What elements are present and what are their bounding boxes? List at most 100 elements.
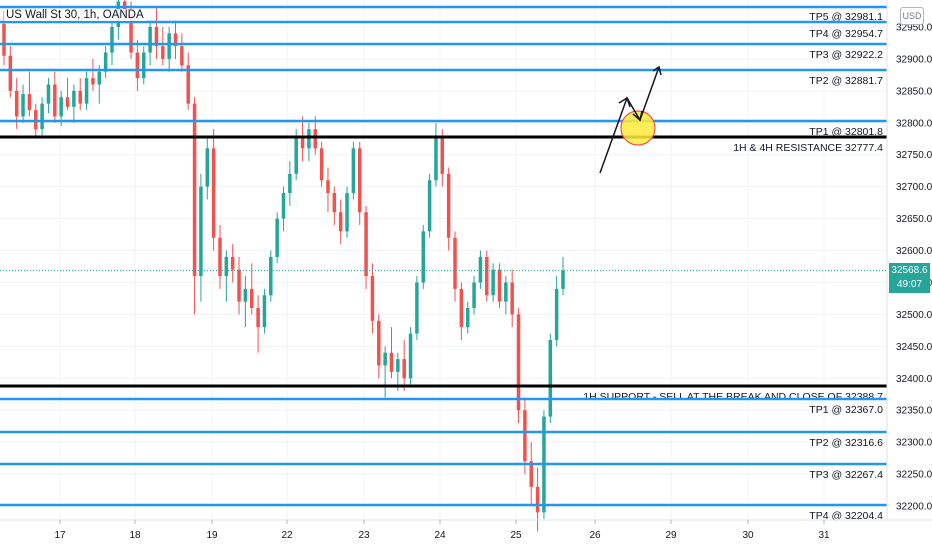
- candle-body: [59, 97, 63, 117]
- chart-grid: [0, 0, 887, 520]
- key-level-label: 1H & 4H RESISTANCE 32777.4: [733, 142, 883, 154]
- bullish-path-line[interactable]: [599, 66, 660, 174]
- candle-body: [377, 320, 381, 366]
- candle-body: [421, 231, 425, 283]
- candle-body: [459, 288, 464, 328]
- candle-body: [357, 148, 362, 213]
- candle-body: [307, 129, 311, 149]
- y-tick-label: 32250.0: [896, 470, 932, 481]
- target-level-label: TP4 @ 32954.7: [809, 28, 883, 40]
- y-tick-label: 32600.0: [896, 246, 932, 257]
- candle-body: [230, 256, 235, 270]
- target-level-label: TP3 @ 32267.4: [809, 469, 883, 481]
- y-tick-label: 32200.0: [896, 502, 932, 513]
- candle-body: [561, 270, 565, 289]
- y-tick-label: 32450.0: [896, 342, 932, 353]
- candle-body: [319, 148, 324, 181]
- candle-body: [370, 276, 375, 321]
- arrow-head-icon: [652, 65, 662, 76]
- candle-body: [91, 78, 95, 85]
- candle-body: [396, 359, 400, 372]
- candle-body: [338, 212, 343, 232]
- candle-body: [485, 256, 489, 296]
- candle-body: [218, 237, 222, 277]
- candle-body: [97, 71, 102, 85]
- candle-body: [129, 14, 133, 53]
- target-level-label: TP5 @ 32981.1: [809, 11, 883, 23]
- candle-body: [53, 84, 57, 117]
- x-tick-label: 23: [358, 530, 370, 541]
- candle-body: [154, 27, 159, 47]
- candle-body: [72, 90, 76, 107]
- candle-body: [148, 27, 152, 53]
- candle-body: [548, 339, 553, 417]
- y-tick-label: 32900.0: [896, 54, 932, 65]
- last-price-tag: 32568.6 49:07: [889, 263, 930, 293]
- candle-body: [2, 23, 6, 56]
- candle-body: [167, 33, 171, 59]
- candle-body: [504, 282, 508, 302]
- candle-body: [453, 237, 457, 289]
- candle-body: [478, 256, 483, 283]
- target-level-label: TP2 @ 32316.6: [809, 437, 883, 449]
- candle-body: [14, 90, 19, 117]
- candle-body: [224, 256, 229, 277]
- y-tick-label: 32300.0: [896, 438, 932, 449]
- candle-body: [275, 218, 279, 257]
- candle-body: [211, 148, 216, 238]
- candle-body: [491, 269, 495, 296]
- candle-body: [434, 135, 438, 181]
- candle-body: [465, 308, 470, 328]
- candle-body: [8, 55, 13, 91]
- candle-body: [103, 52, 108, 72]
- x-tick-label: 30: [742, 530, 754, 541]
- candle-body: [34, 110, 38, 130]
- chart-annotations: [599, 65, 662, 174]
- y-tick-label: 32750.0: [896, 150, 932, 161]
- candle-body: [249, 288, 254, 309]
- target-level-label: TP1 @ 32801.8: [809, 126, 883, 138]
- candle-body: [269, 256, 273, 296]
- x-tick-label: 22: [281, 530, 293, 541]
- y-tick-label: 32350.0: [896, 406, 932, 417]
- candle-body: [173, 33, 178, 47]
- candle-body: [199, 186, 203, 277]
- currency-button[interactable]: USD: [900, 7, 924, 25]
- x-tick-label: 19: [206, 530, 218, 541]
- candle-body: [186, 65, 190, 104]
- candle-body: [364, 212, 368, 277]
- candle-body: [262, 295, 267, 328]
- candle-body: [27, 94, 32, 111]
- arrow-head-icon: [618, 96, 631, 108]
- candle-body: [161, 46, 165, 59]
- candle-body: [313, 129, 318, 149]
- y-tick-label: 32650.0: [896, 214, 932, 225]
- y-tick-label: 32500.0: [896, 310, 932, 321]
- x-tick-label: 18: [129, 530, 141, 541]
- candle-body: [402, 359, 406, 379]
- candle-body: [510, 282, 514, 315]
- candle-body: [516, 314, 521, 411]
- candle-body: [21, 94, 25, 117]
- candle-body: [294, 135, 298, 174]
- last-price-value: 32568.6: [891, 265, 928, 276]
- y-tick-label: 32850.0: [896, 86, 932, 97]
- arrow-head-icon: [632, 110, 643, 122]
- y-tick-label: 32400.0: [896, 374, 932, 385]
- candle-body: [472, 282, 476, 309]
- candle-body: [535, 486, 540, 513]
- candle-body: [243, 288, 248, 302]
- candle-body: [288, 173, 292, 194]
- candle-body: [192, 103, 197, 277]
- symbol-title: US Wall St 30, 1h, OANDA: [4, 9, 146, 21]
- candle-body: [135, 52, 140, 79]
- candle-body: [256, 308, 260, 328]
- candle-body: [415, 282, 419, 334]
- highlight-circle[interactable]: [620, 110, 656, 146]
- candle-body: [389, 352, 394, 372]
- key-level-label: 1H SUPPORT - SELL AT THE BREAK AND CLOSE…: [583, 391, 883, 403]
- candle-body: [529, 461, 533, 487]
- candle-body: [326, 180, 330, 194]
